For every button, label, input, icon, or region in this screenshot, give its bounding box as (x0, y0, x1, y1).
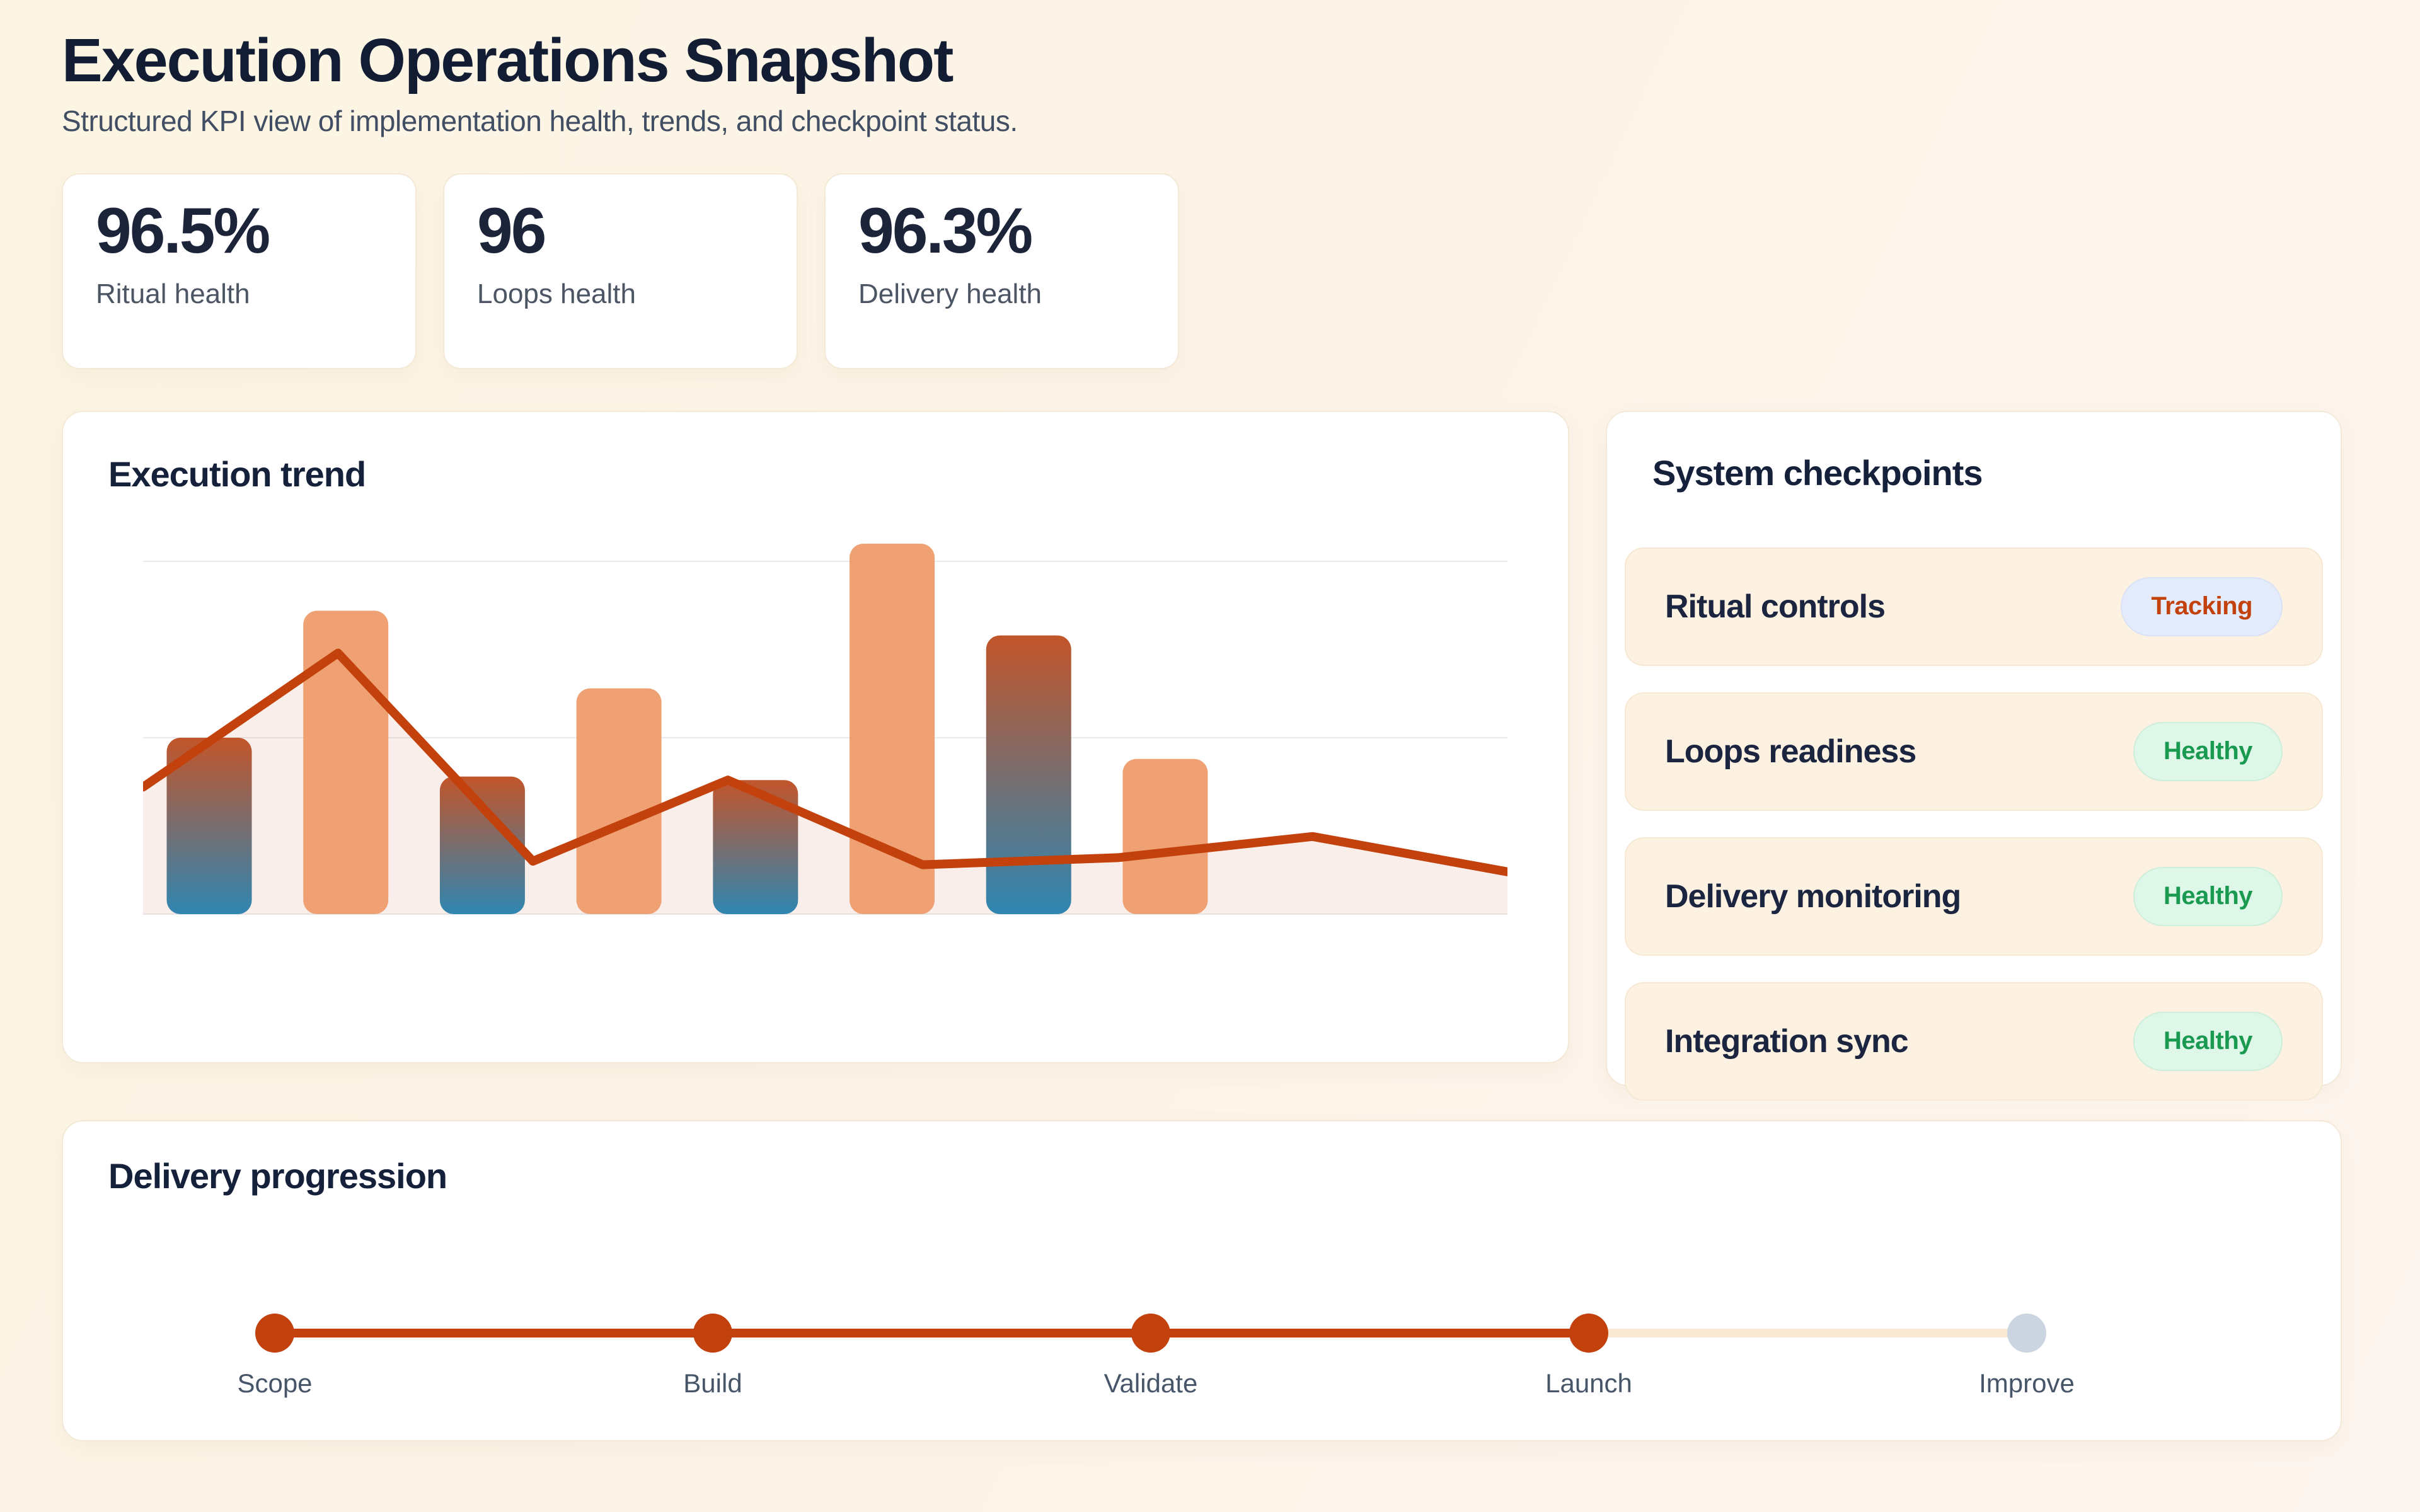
page-subtitle: Structured KPI view of implementation he… (62, 104, 1018, 137)
kpi-label: Delivery health (858, 278, 1042, 309)
kpi-value: 96.5% (96, 194, 270, 266)
step-label-build: Build (683, 1368, 742, 1398)
kpi-card-delivery-health: 96.3% Delivery health (824, 173, 1179, 369)
kpi-card-loops-health: 96 Loops health (443, 173, 798, 369)
status-badge-healthy: Healthy (2133, 721, 2283, 781)
trend-bar-4 (576, 688, 662, 914)
checkpoints-title: System checkpoints (1652, 452, 1983, 493)
trend-bar-8 (1122, 759, 1208, 914)
trend-bar-5 (713, 779, 798, 914)
checkpoint-row-delivery-monitoring: Delivery monitoring Healthy (1625, 837, 2323, 956)
delivery-progression-stepper: Scope Build Validate Launch Improve (63, 1121, 2341, 1440)
kpi-value: 96.3% (858, 194, 1033, 266)
step-label-improve: Improve (1979, 1368, 2075, 1398)
step-label-launch: Launch (1545, 1368, 1632, 1398)
page-title: Execution Operations Snapshot (62, 26, 954, 94)
page-header: Execution Operations Snapshot Structured… (62, 26, 2342, 138)
step-label-validate: Validate (1103, 1368, 1198, 1398)
checkpoint-label: Delivery monitoring (1665, 878, 1961, 915)
step-dot-launch (1569, 1313, 1608, 1353)
checkpoint-label: Integration sync (1665, 1022, 1909, 1060)
trend-line (143, 648, 1507, 876)
checkpoint-row-loops-readiness: Loops readiness Healthy (1625, 692, 2323, 811)
trend-bar-3 (439, 776, 525, 914)
kpi-label: Ritual health (96, 278, 250, 309)
trend-bar-6 (850, 543, 935, 914)
checkpoint-row-ritual-controls: Ritual controls Tracking (1625, 547, 2323, 666)
kpi-card-ritual-health: 96.5% Ritual health (62, 173, 417, 369)
checkpoint-row-integration-sync: Integration sync Healthy (1625, 982, 2323, 1101)
status-badge-healthy: Healthy (2133, 866, 2283, 926)
step-dot-build (693, 1313, 732, 1353)
trend-card-title: Execution trend (108, 454, 366, 494)
progression-title: Delivery progression (108, 1155, 447, 1196)
step-dot-validate (1131, 1313, 1170, 1353)
execution-trend-chart (143, 543, 1507, 915)
delivery-progression-card: Delivery progression Scope Build Validate L… (62, 1120, 2342, 1441)
trend-bar-1 (166, 737, 252, 914)
trend-bar-7 (986, 635, 1071, 914)
main-row: Execution trend System checkpoints Ritua… (62, 410, 2342, 1101)
checkpoint-label: Loops readiness (1665, 733, 1916, 770)
kpi-row: 96.5% Ritual health 96 Loops health 96.3… (62, 173, 2342, 369)
kpi-value: 96 (477, 194, 546, 266)
stepper-track-active (275, 1328, 1589, 1337)
step-dot-scope (255, 1313, 294, 1353)
checkpoint-label: Ritual controls (1665, 588, 1886, 625)
execution-trend-card: Execution trend (62, 410, 1569, 1063)
step-label-scope: Scope (237, 1368, 313, 1398)
status-badge-healthy: Healthy (2133, 1011, 2283, 1071)
kpi-label: Loops health (477, 278, 636, 309)
step-dot-improve (2007, 1313, 2046, 1353)
status-badge-tracking: Tracking (2121, 576, 2283, 636)
checkpoints-card: System checkpoints Ritual controls Track… (1606, 410, 2342, 1101)
checkpoint-list: Ritual controls Tracking Loops readiness… (1625, 547, 2323, 1101)
